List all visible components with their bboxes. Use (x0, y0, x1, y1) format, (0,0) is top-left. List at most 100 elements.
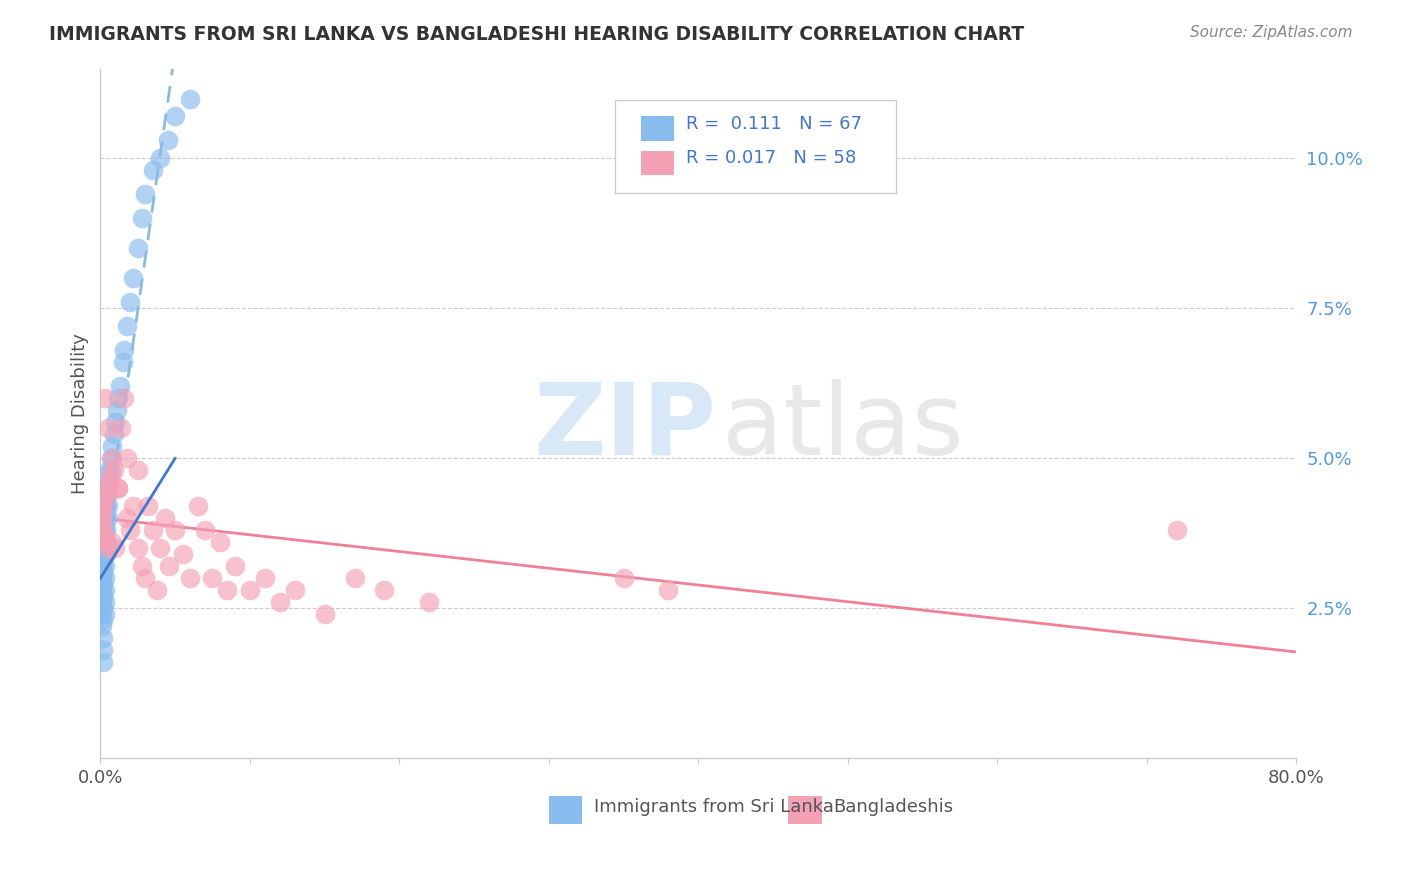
Y-axis label: Hearing Disability: Hearing Disability (72, 333, 89, 494)
Point (127, 242, 149, 256)
Point (103, 427, 125, 442)
Point (93, 632, 115, 646)
Point (94, 524, 117, 538)
Point (90, 571, 112, 585)
Text: R = 0.017   N = 58: R = 0.017 N = 58 (686, 149, 856, 167)
Text: Bangladeshis: Bangladeshis (834, 797, 953, 815)
Point (97, 475, 120, 490)
Point (112, 392, 135, 406)
Point (343, 571, 366, 585)
Point (131, 559, 153, 574)
Text: Immigrants from Sri Lanka: Immigrants from Sri Lanka (595, 797, 834, 815)
Point (104, 541, 127, 556)
Point (90, 500, 112, 514)
Point (97, 541, 120, 556)
Point (103, 463, 125, 477)
Point (94, 595, 117, 609)
Point (94, 583, 117, 598)
Point (101, 451, 124, 466)
Point (90, 511, 112, 525)
Point (122, 271, 145, 285)
Point (94, 529, 117, 543)
Point (90, 583, 112, 598)
Point (127, 463, 149, 477)
Point (657, 583, 679, 598)
Point (134, 571, 156, 585)
Point (90, 524, 112, 538)
FancyBboxPatch shape (789, 797, 821, 823)
Point (94, 500, 117, 514)
Point (93, 511, 115, 525)
Point (93, 566, 115, 580)
Point (284, 583, 307, 598)
Point (165, 524, 187, 538)
Point (94, 493, 117, 508)
Point (96, 487, 118, 501)
Point (90, 535, 112, 549)
Point (142, 524, 165, 538)
Point (105, 403, 128, 417)
Point (96, 500, 118, 514)
FancyBboxPatch shape (641, 151, 675, 176)
Point (107, 481, 129, 495)
Point (90, 511, 112, 525)
Point (100, 469, 122, 483)
Point (90, 547, 112, 561)
Point (104, 416, 127, 430)
Point (97, 481, 120, 495)
Point (165, 110, 187, 124)
Point (93, 505, 115, 519)
FancyBboxPatch shape (548, 797, 582, 823)
Point (107, 392, 129, 406)
Point (373, 583, 395, 598)
Point (96, 535, 118, 549)
Point (93, 553, 115, 567)
Point (136, 500, 159, 514)
Point (97, 421, 120, 435)
Point (101, 535, 124, 549)
Point (156, 133, 179, 147)
Point (93, 500, 115, 514)
Text: IMMIGRANTS FROM SRI LANKA VS BANGLADESHI HEARING DISABILITY CORRELATION CHART: IMMIGRANTS FROM SRI LANKA VS BANGLADESHI… (49, 25, 1025, 44)
Point (98, 475, 121, 490)
Point (93, 601, 115, 615)
Point (93, 517, 115, 532)
Point (149, 541, 172, 556)
Point (101, 439, 124, 453)
Point (122, 500, 145, 514)
Point (93, 589, 115, 603)
Point (108, 379, 131, 393)
Point (96, 511, 118, 525)
Point (217, 583, 239, 598)
Point (172, 547, 194, 561)
Point (157, 559, 180, 574)
Point (117, 319, 139, 334)
Point (97, 511, 120, 525)
Text: ZIP: ZIP (533, 379, 716, 475)
Point (93, 541, 115, 556)
Point (97, 487, 120, 501)
Point (142, 163, 165, 178)
Point (112, 343, 135, 358)
Point (131, 211, 153, 226)
Point (94, 571, 117, 585)
Point (117, 511, 139, 525)
Point (96, 535, 118, 549)
Point (93, 613, 115, 627)
Point (96, 487, 118, 501)
Point (94, 392, 117, 406)
Point (269, 595, 291, 609)
Text: atlas: atlas (723, 379, 965, 475)
Point (153, 511, 176, 525)
Point (253, 571, 276, 585)
Point (120, 524, 142, 538)
Point (100, 463, 122, 477)
Point (94, 535, 117, 549)
Point (90, 524, 112, 538)
Point (90, 559, 112, 574)
Point (94, 559, 117, 574)
Point (1166, 524, 1188, 538)
Point (97, 500, 120, 514)
Point (96, 524, 118, 538)
Point (94, 547, 117, 561)
